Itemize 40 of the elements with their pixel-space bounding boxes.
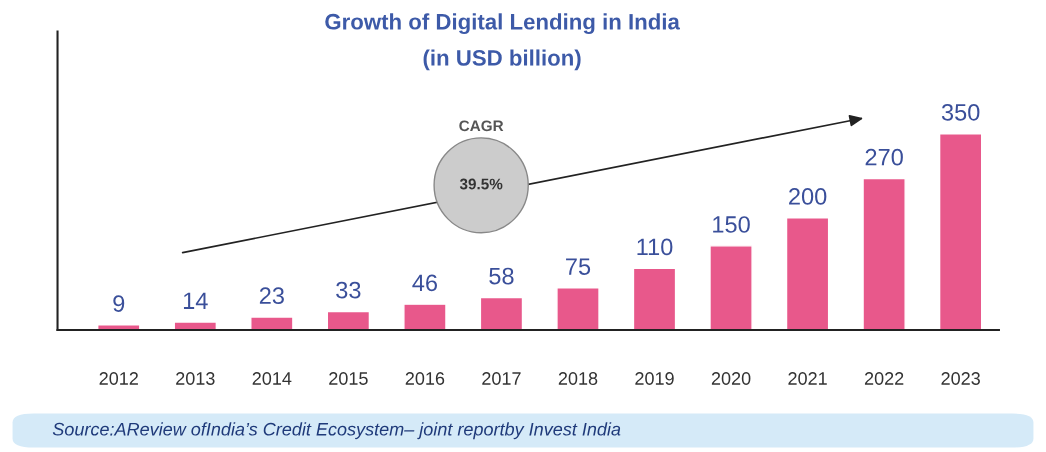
bar <box>938 133 983 330</box>
x-tick-label: 2013 <box>176 372 215 385</box>
x-tick-label: 2022 <box>864 372 904 385</box>
chart-subtitle: (in USD billion) <box>423 49 581 71</box>
data-label: 270 <box>865 148 903 166</box>
x-tick-label: 2020 <box>711 372 751 385</box>
x-tick-label: 2014 <box>252 372 292 385</box>
bar <box>479 296 524 330</box>
bar <box>862 177 906 330</box>
x-tick-label: 2017 <box>482 372 521 385</box>
bar <box>785 217 830 330</box>
bar <box>250 316 294 330</box>
bar <box>632 267 677 330</box>
data-label: 58 <box>489 267 514 285</box>
data-label: 200 <box>789 188 827 205</box>
bar <box>326 310 371 330</box>
x-tick-label: 2012 <box>99 372 138 385</box>
data-label: 150 <box>713 216 750 233</box>
x-tick-label: 2016 <box>405 372 445 385</box>
x-tick-label: 2018 <box>558 372 598 385</box>
data-label: 33 <box>336 281 361 299</box>
bar <box>556 287 600 330</box>
text: CAGR <box>459 120 504 132</box>
bar <box>403 303 447 330</box>
data-label: 75 <box>566 258 591 275</box>
x-tick-label: 2015 <box>329 372 368 385</box>
bar <box>709 245 753 330</box>
chart-title: Growth of Digital Lending in India <box>325 13 680 35</box>
annotation: 39.5% <box>459 178 503 190</box>
x-tick-label: 2019 <box>635 372 674 385</box>
data-label: 14 <box>183 292 208 309</box>
source-note: Source:AReview ofIndia’s Credit Ecosystem– joint reportby Invest India <box>52 422 621 440</box>
data-label: 110 <box>637 238 673 256</box>
data-label: 350 <box>941 103 980 121</box>
data-label: 23 <box>259 287 284 305</box>
x-tick-label: 2021 <box>788 372 827 385</box>
data-label: 46 <box>412 274 437 292</box>
data-label: 9 <box>113 295 125 312</box>
bar <box>173 321 218 330</box>
x-tick-label: 2023 <box>941 372 980 385</box>
